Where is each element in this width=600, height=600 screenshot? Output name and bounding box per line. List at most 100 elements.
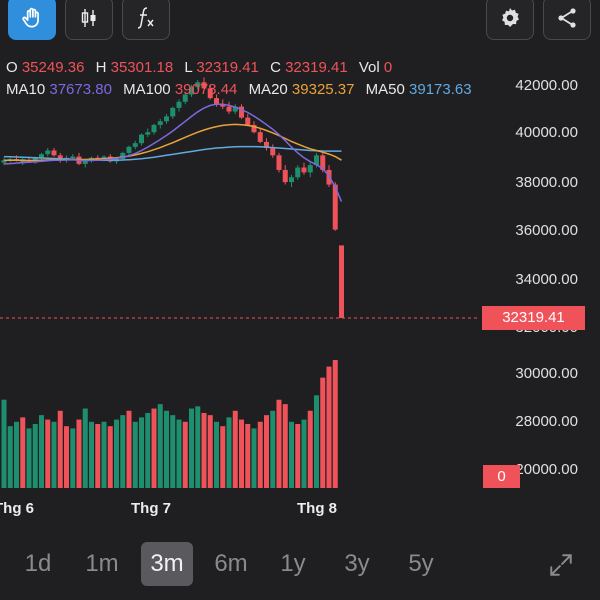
ma50-value: 39173.63 <box>409 81 472 98</box>
x-tick: Thg 6 <box>0 500 34 517</box>
candle-body <box>126 146 132 153</box>
volume-bar <box>239 419 244 488</box>
volume-label: Vol <box>358 59 380 76</box>
volume-bar <box>282 404 288 488</box>
candle-body <box>220 104 226 107</box>
volume-bar <box>32 424 38 488</box>
volume-bar <box>182 421 188 488</box>
y-tick: 28000.00 <box>515 413 578 430</box>
volume-bar <box>1 399 7 488</box>
moving-averages <box>3 103 343 202</box>
volume-bar <box>45 419 51 488</box>
low-value: 32319.41 <box>196 59 259 76</box>
ma50-line <box>3 145 342 161</box>
candlestick-icon <box>81 9 96 27</box>
y-tick: 40000.00 <box>515 124 578 141</box>
candle-body <box>320 155 326 170</box>
candle-body <box>295 167 301 178</box>
ma50-label: MA50 <box>365 81 405 98</box>
candle-body <box>245 117 251 125</box>
volume-bar <box>214 421 219 488</box>
indicator-button[interactable] <box>122 0 170 40</box>
y-tick: 20000.00 <box>515 461 578 478</box>
y-tick: 34000.00 <box>515 271 578 288</box>
candle-body <box>195 82 201 88</box>
volume-bar <box>26 428 32 488</box>
candle-body <box>239 106 244 118</box>
candle-body <box>264 141 269 149</box>
period-3y[interactable]: 3y <box>344 550 370 577</box>
ma10-value: 37673.80 <box>49 81 112 98</box>
ma100-label: MA100 <box>123 81 171 98</box>
y-tick: 38000.00 <box>515 174 578 191</box>
ma100-value: 39078.44 <box>174 81 238 98</box>
volume-bar <box>126 410 132 488</box>
candle-body <box>1 160 7 163</box>
volume-bar <box>139 417 144 488</box>
volume-bar <box>232 410 238 488</box>
volume-bar <box>257 421 263 488</box>
candle-body <box>276 155 282 170</box>
volume-bar <box>189 408 194 488</box>
volume-bar <box>314 395 319 488</box>
high-value: 35301.18 <box>110 59 174 76</box>
candle-body <box>289 177 294 183</box>
candle-body <box>270 148 276 156</box>
toolbar <box>0 0 600 44</box>
ohlc-readout: O 35249.36 H 35301.18 L 32319.41 C 32319… <box>6 59 392 76</box>
expand-icon[interactable] <box>548 552 574 578</box>
volume-bar <box>51 421 57 488</box>
volume-bar <box>107 426 113 488</box>
volume-bar <box>320 377 326 488</box>
function-icon <box>137 7 154 29</box>
candle-body <box>301 167 307 173</box>
open-label: O <box>6 59 18 76</box>
candle-body <box>70 156 76 159</box>
period-6m[interactable]: 6m <box>214 550 248 577</box>
settings-button[interactable] <box>486 0 534 40</box>
candle-body <box>207 88 213 99</box>
candles <box>1 77 344 318</box>
period-1y[interactable]: 1y <box>280 550 306 577</box>
candle-body <box>232 106 238 112</box>
candle-body <box>201 82 207 89</box>
volume-bar <box>145 412 151 488</box>
candle-body <box>82 160 88 164</box>
close-label: C <box>270 59 281 76</box>
period-1d[interactable]: 1d <box>24 550 52 577</box>
volume-bar <box>151 408 157 488</box>
volume-bar <box>307 410 313 488</box>
period-5y[interactable]: 5y <box>408 550 434 577</box>
volume-bar <box>332 360 338 488</box>
candle-body <box>157 121 163 125</box>
volume-bar <box>195 406 201 488</box>
period-1m[interactable]: 1m <box>85 550 119 577</box>
volume-bar <box>164 410 169 488</box>
volume-bar <box>20 417 26 488</box>
open-value: 35249.36 <box>21 59 85 76</box>
volume-bar <box>70 428 76 488</box>
gear-icon <box>502 8 519 27</box>
candle-body <box>145 132 151 135</box>
candle-body <box>182 94 188 102</box>
draw-button[interactable] <box>8 0 56 40</box>
period-3m[interactable]: 3m <box>141 542 193 586</box>
ma10-label: MA10 <box>6 81 46 98</box>
volume-bar <box>95 424 101 488</box>
volume-bar <box>89 421 94 488</box>
candles-button[interactable] <box>65 0 113 40</box>
share-button[interactable] <box>543 0 591 40</box>
volume-bar <box>101 421 107 488</box>
candle-body <box>139 134 144 144</box>
last-volume-tag: 0 <box>483 465 520 488</box>
ma-readout: MA10 37673.80 MA100 39078.44 MA20 39325.… <box>6 81 472 98</box>
volume-value: 0 <box>383 59 393 76</box>
candle-body <box>282 169 288 183</box>
candle-body <box>339 245 344 318</box>
candle-body <box>189 87 194 95</box>
volume-bar <box>276 399 282 488</box>
volume-bar <box>301 419 307 488</box>
close-value: 32319.41 <box>285 59 348 76</box>
volume-bar <box>251 428 257 488</box>
